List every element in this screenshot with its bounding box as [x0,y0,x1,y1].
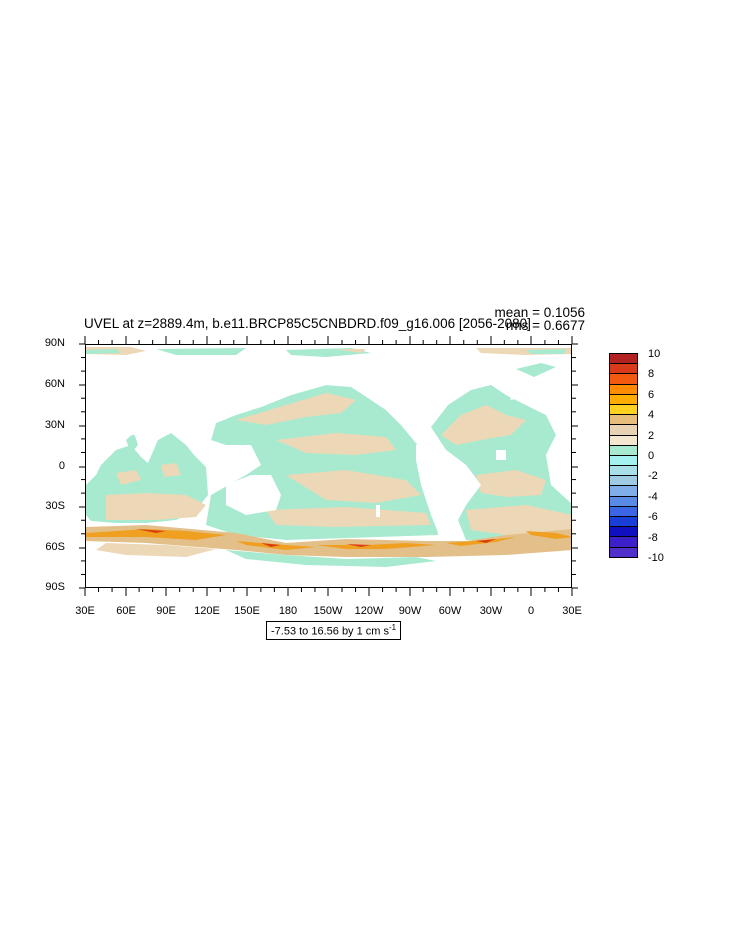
colorbar-label: 6 [648,388,655,401]
colorbar [609,353,638,558]
contour-range-exponent: -1 [389,623,397,632]
colorbar-label: -2 [648,470,658,483]
lon-label-180: 180 [278,605,298,617]
colorbar-label: -10 [648,552,664,564]
lon-label-30e: 30E [75,605,95,617]
lat-label-0: 0 [58,460,65,472]
lat-label-30s: 30S [45,500,65,512]
atlantic-ocean [431,385,571,540]
colorbar-label: 2 [648,429,655,442]
arctic-ocean [86,347,571,377]
lat-label-90s: 90S [45,581,65,593]
lat-label-90n: 90N [44,337,65,349]
acc-band [86,525,571,567]
plot-title: UVEL at z=2889.4m, b.e11.BRCP85C5CNBDRD.… [84,316,531,331]
colorbar-label: -8 [648,531,658,544]
lon-label-90w: 90W [398,605,422,617]
lat-label-30n: 30N [44,419,65,431]
map-panel [85,344,572,588]
lon-label-150w: 150W [313,605,343,617]
colorbar-label: -4 [648,490,658,503]
island-gaps [246,450,506,517]
colorbar-label: 4 [648,409,655,422]
lon-label-150e: 150E [234,605,260,617]
ocean-velocity-field [86,347,571,587]
mean-stat: mean = 0.1056 [494,305,585,320]
lon-label-120w: 120W [354,605,384,617]
rms-stat: rms = 0.6677 [505,318,585,333]
colorbar-label: -6 [648,511,658,524]
lon-label-30w: 30W [479,605,503,617]
indian-ocean [86,433,208,523]
contour-range-text: -7.53 to 16.56 by 1 cm s [271,625,390,638]
lon-label-30e-right: 30E [562,605,582,617]
lon-label-0: 0 [527,605,535,617]
colorbar-label: 0 [648,450,655,462]
colorbar-label: 8 [648,368,655,381]
lat-label-60s: 60S [45,541,65,553]
lon-label-60w: 60W [438,605,462,617]
lat-label-60n: 60N [44,378,65,390]
contour-range-info: -7.53 to 16.56 by 1 cm s-1 [266,621,402,640]
colorbar-cell [609,546,638,558]
colorbar-label: 10 [648,348,661,360]
lon-label-120e: 120E [194,605,220,617]
lon-label-60e: 60E [116,605,136,617]
lon-label-90e: 90E [156,605,176,617]
